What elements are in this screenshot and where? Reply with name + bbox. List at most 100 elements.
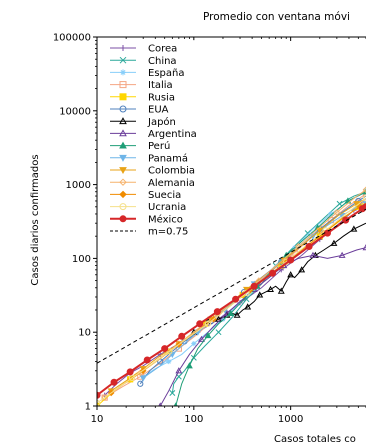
legend-label-colombia: Colombia	[148, 166, 195, 177]
series-line-m-0-75	[97, 208, 366, 364]
point-mexico-3	[143, 356, 151, 364]
point-japon-24	[330, 239, 338, 246]
point-mexico-12	[305, 242, 313, 250]
series-m-0-75	[97, 208, 366, 364]
point-japon-14	[267, 285, 275, 292]
point-japon-12	[256, 291, 264, 298]
legend-label-rusia: Rusia	[148, 92, 175, 103]
point-argentina-4	[198, 335, 205, 342]
point-mexico-16	[362, 203, 366, 211]
legend-marker-alemania	[119, 178, 127, 186]
point-mexico-4	[161, 345, 169, 353]
legend-marker-argentina	[119, 129, 127, 137]
series-line-japon	[193, 222, 366, 333]
y-tick-label-2: 100	[72, 254, 91, 265]
point-china-6	[215, 329, 222, 336]
point-japon-26	[350, 225, 358, 232]
point-espana-12	[328, 211, 334, 217]
legend-marker-china	[119, 56, 127, 64]
point-mexico-11	[287, 256, 295, 264]
point-japon-18	[287, 271, 295, 278]
point-mexico-14	[342, 216, 350, 224]
legend-label-ucrania: Ucrania	[148, 202, 186, 213]
point-japon-16	[277, 287, 285, 294]
legend-marker-japon	[119, 117, 127, 125]
legend-label-mexico: México	[148, 213, 183, 225]
point-alemania-12	[333, 209, 341, 216]
legend-marker-suecia	[119, 190, 127, 199]
x-tick-label-1: 100	[184, 414, 203, 425]
point-mexico-13	[323, 229, 331, 237]
x-tick-label-0: 10	[91, 414, 104, 425]
legend-marker-panama	[119, 154, 127, 162]
series-japon	[190, 222, 366, 335]
point-eua-0	[137, 380, 144, 387]
y-axis-label: Casos diarios confirmados	[30, 154, 41, 285]
legend-label-peru: Perú	[148, 140, 170, 152]
y-tick-label-4: 10000	[59, 106, 91, 117]
point-ucrania-4	[166, 348, 173, 355]
point-china-0	[169, 390, 176, 396]
legend-marker-rusia	[119, 93, 127, 101]
legend-marker-espana	[120, 69, 126, 76]
chart-title: Promedio con ventana móvi	[203, 11, 350, 23]
y-tick-label-3: 1000	[66, 180, 91, 191]
legend-marker-mexico	[119, 215, 127, 223]
point-alemania-10	[295, 243, 302, 250]
legend-marker-peru	[119, 141, 127, 149]
x-axis-label: Casos totales co	[274, 434, 356, 445]
legend-marker-corea	[120, 45, 126, 51]
point-argentina-6	[223, 309, 231, 316]
point-espana-4	[191, 341, 197, 347]
point-ucrania-2	[128, 374, 136, 382]
point-mexico-2	[126, 368, 134, 376]
point-china-14	[336, 200, 343, 207]
point-argentina-12	[309, 251, 317, 258]
series-mexico	[97, 203, 366, 399]
legend-marker-eua	[119, 105, 127, 113]
y-tick-label-0: 1	[85, 402, 91, 413]
point-mexico-0	[97, 391, 101, 399]
y-tick-label-1: 10	[78, 328, 91, 339]
series-argentina	[158, 243, 366, 406]
legend-label-eua: EUA	[148, 105, 169, 116]
point-espana-2	[166, 358, 172, 365]
point-japon-20	[298, 266, 306, 273]
point-peru-4	[204, 331, 212, 339]
legend-label-corea: Corea	[148, 44, 177, 55]
legend-label-argentina: Argentina	[148, 129, 197, 140]
y-tick-label-5: 100000	[53, 33, 91, 44]
point-argentina-14	[338, 251, 346, 258]
point-panama-0	[139, 375, 147, 382]
point-mexico-9	[250, 282, 258, 290]
legend-label-suecia: Suecia	[148, 190, 181, 201]
point-japon-8	[233, 311, 241, 318]
point-peru-2	[185, 362, 193, 369]
plot-area	[97, 186, 366, 406]
point-mexico-10	[269, 269, 277, 277]
legend-label-japon: Japón	[147, 116, 176, 128]
legend-marker-colombia	[119, 167, 127, 175]
point-espana-6	[220, 316, 226, 322]
point-mexico-5	[178, 332, 186, 340]
legend-label-espana: España	[148, 68, 184, 79]
legend-marker-ucrania	[119, 203, 127, 211]
series-line-argentina	[159, 247, 366, 406]
point-argentina-16	[362, 243, 366, 251]
legend-marker-italia	[119, 81, 127, 89]
legend-label-china: China	[148, 56, 177, 67]
x-tick-label-2: 1000	[278, 414, 303, 425]
point-mexico-1	[110, 378, 118, 386]
point-mexico-8	[232, 295, 240, 303]
point-colombia-12	[316, 227, 324, 234]
point-japon-10	[244, 303, 252, 310]
point-peru-6	[227, 309, 235, 316]
point-mexico-6	[196, 320, 204, 328]
legend-label-m-0-75: m=0.75	[148, 227, 188, 238]
point-ucrania-6	[204, 320, 212, 327]
legend-label-italia: Italia	[148, 80, 173, 91]
legend-label-alemania: Alemania	[148, 178, 195, 189]
